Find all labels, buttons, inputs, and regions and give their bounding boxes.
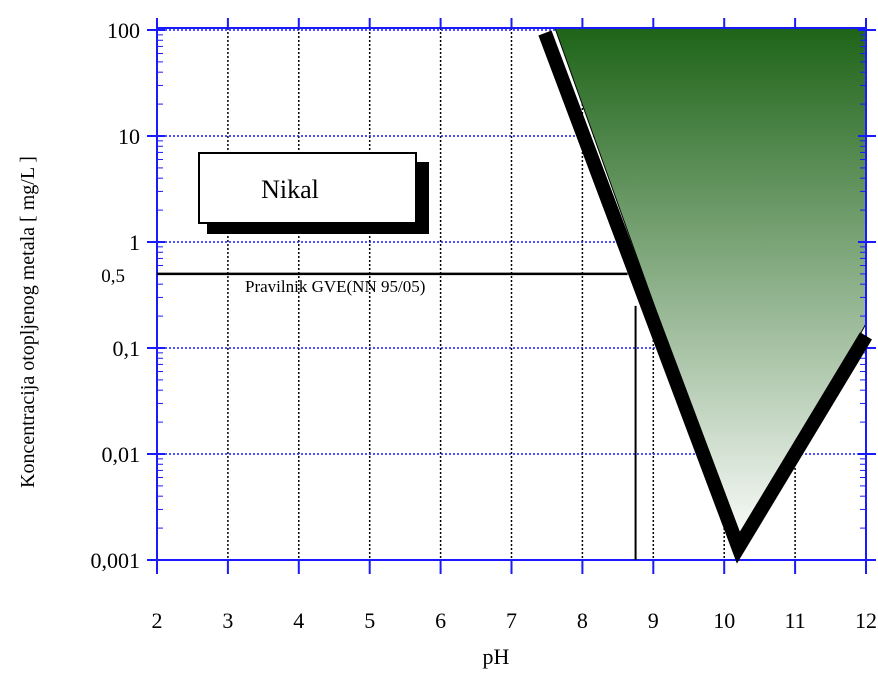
- legend-box: Nikal: [198, 152, 429, 234]
- legend-box-label: Nikal: [261, 175, 319, 204]
- x-tick-label: 3: [222, 608, 233, 633]
- x-tick-label: 4: [293, 608, 304, 633]
- y-tick-label: 0,001: [91, 548, 141, 573]
- x-tick-label: 9: [648, 608, 659, 633]
- x-tick-label: 8: [577, 608, 588, 633]
- x-tick-label: 5: [364, 608, 375, 633]
- y-tick-label: 0,01: [102, 442, 141, 467]
- x-tick-label: 2: [152, 608, 163, 633]
- y-tick-label: 10: [118, 124, 140, 149]
- x-tick-label: 12: [855, 608, 877, 633]
- y-tick-label: 0,1: [113, 336, 141, 361]
- x-tick-label: 6: [435, 608, 446, 633]
- y-tick-label: 1: [129, 230, 140, 255]
- y-axis-title: Koncentracija otopljenog metala [ mg/L ]: [17, 156, 39, 488]
- legend-box-frame: [198, 152, 417, 224]
- x-tick-label: 10: [713, 608, 735, 633]
- limit-line-label: Pravilnik GVE(NN 95/05): [245, 277, 425, 296]
- x-axis-title: pH: [483, 644, 510, 669]
- x-tick-label: 11: [785, 608, 806, 633]
- x-tick-label: 7: [506, 608, 517, 633]
- y-tick-label-extra: 0,5: [101, 266, 125, 287]
- y-tick-label: 100: [107, 18, 140, 43]
- series-layer: [157, 30, 872, 564]
- axis-ticks: 2 3 4 5 6 7 8 9 10 11 12 0,001 0,01 0,1 1 10 100 0,5: [91, 18, 877, 633]
- solubility-curve: [538, 30, 872, 564]
